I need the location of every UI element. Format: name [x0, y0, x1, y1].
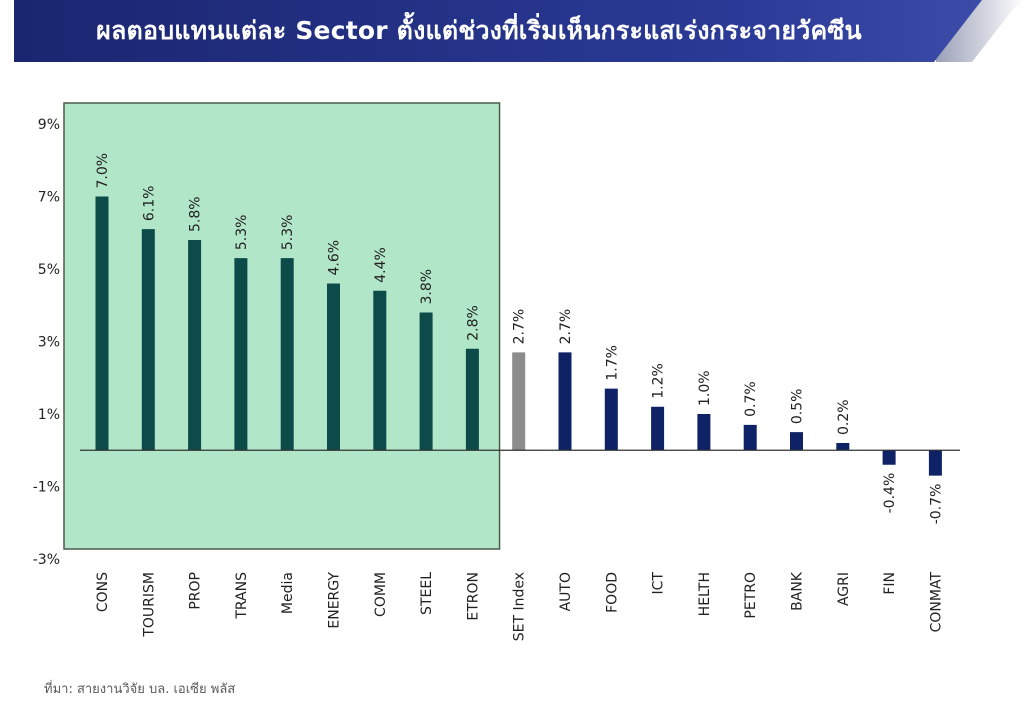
- bar-petro: [743, 424, 757, 451]
- x-tick-label: BANK: [790, 571, 806, 611]
- y-tick-label: 1%: [38, 407, 60, 423]
- x-tick-label: COMM: [373, 572, 389, 617]
- data-label: 1.0%: [697, 370, 713, 406]
- bar-auto: [558, 352, 572, 451]
- x-tick-label: HELTH: [697, 572, 713, 616]
- bar-etron: [465, 348, 479, 451]
- y-tick-label: -1%: [33, 480, 60, 496]
- x-tick-label: SET Index: [512, 572, 528, 641]
- data-label: 2.7%: [558, 309, 574, 345]
- bar-set-index: [512, 352, 526, 451]
- bar-comm: [373, 290, 387, 451]
- y-tick-label: -3%: [33, 552, 60, 568]
- data-label: 5.3%: [234, 215, 250, 251]
- bar-ict: [651, 406, 665, 451]
- bar-cons: [95, 196, 109, 451]
- bar-bank: [790, 432, 803, 451]
- x-tick-label: AGRI: [836, 572, 852, 606]
- y-tick-label: 9%: [38, 117, 60, 133]
- title-banner: ผลตอบแทนแต่ละ Sector ตั้งแต่ช่วงที่เริ่ม…: [14, 0, 1024, 62]
- y-tick-label: 7%: [38, 190, 60, 206]
- data-label: 2.7%: [512, 309, 528, 345]
- x-axis: CONS TOURISM PROP TRANS Media ENERGY COMM STEEL…: [95, 571, 944, 641]
- bar-steel: [419, 312, 433, 451]
- source-note: ที่มา: สายงานวิจัย บล. เอเซีย พลัส: [44, 682, 236, 697]
- bar-agri: [836, 443, 850, 451]
- data-label: 6.1%: [141, 186, 157, 222]
- x-tick-label: TOURISM: [141, 572, 157, 638]
- data-label: 0.5%: [790, 389, 806, 425]
- data-label: 2.8%: [465, 305, 481, 341]
- x-tick-label: PETRO: [743, 572, 759, 619]
- data-label: 5.3%: [280, 215, 296, 251]
- x-tick-label: STEEL: [419, 572, 435, 615]
- x-tick-label: FIN: [882, 572, 898, 595]
- data-label: 7.0%: [95, 153, 111, 189]
- x-tick-label: FOOD: [604, 572, 620, 613]
- data-label: 1.2%: [651, 363, 667, 399]
- data-labels: 7.0% 6.1% 5.8% 5.3% 5.3% 4.6% 4.4% 3.8% 2.8% 2.7%…: [95, 153, 944, 524]
- y-tick-label: 5%: [38, 262, 60, 278]
- x-tick-label: ETRON: [465, 572, 481, 621]
- bar-media: [280, 258, 294, 451]
- bars: [95, 196, 942, 476]
- title-banner-shape: [14, 0, 1024, 62]
- x-tick-label: PROP: [188, 572, 204, 610]
- bar-tourism: [141, 229, 155, 451]
- x-tick-label: CONS: [95, 572, 111, 612]
- bar-fin: [882, 450, 896, 465]
- bar-energy: [327, 283, 340, 451]
- x-tick-label: TRANS: [234, 572, 250, 620]
- data-label: 4.6%: [327, 240, 343, 276]
- data-label: 3.8%: [419, 269, 435, 305]
- data-label: 5.8%: [188, 196, 204, 232]
- bar-prop: [188, 240, 202, 451]
- x-tick-label: Media: [280, 572, 296, 614]
- data-label: 0.2%: [836, 399, 852, 435]
- bar-trans: [234, 258, 248, 451]
- data-label: -0.7%: [928, 484, 944, 525]
- data-label: -0.4%: [882, 473, 898, 514]
- data-label: 0.7%: [743, 381, 759, 417]
- data-label: 4.4%: [373, 247, 389, 283]
- chart-title: ผลตอบแทนแต่ละ Sector ตั้งแต่ช่วงที่เริ่ม…: [96, 16, 862, 45]
- bar-food: [604, 388, 618, 451]
- bar-conmat: [928, 450, 942, 476]
- data-label: 1.7%: [604, 345, 620, 381]
- x-tick-label: ENERGY: [327, 572, 343, 629]
- y-axis: 9% 7% 5% 3% 1% -1% -3%: [33, 117, 60, 568]
- bar-helth: [697, 414, 711, 451]
- x-tick-label: AUTO: [558, 572, 574, 611]
- x-tick-label: ICT: [651, 572, 667, 595]
- x-tick-label: CONMAT: [928, 572, 944, 633]
- y-tick-label: 3%: [38, 335, 60, 351]
